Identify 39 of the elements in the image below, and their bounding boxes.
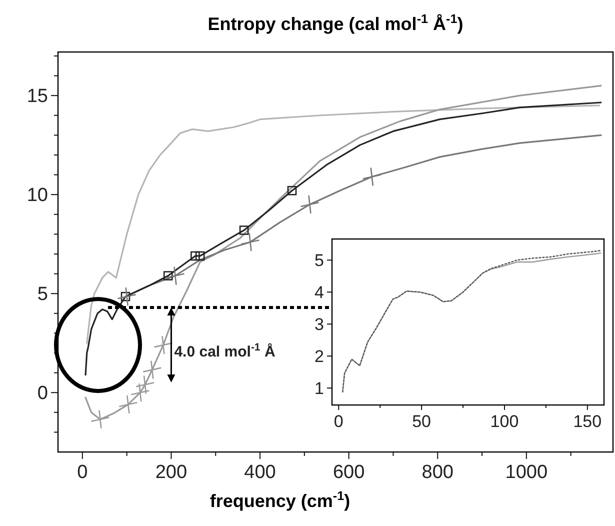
y-tick-label: 15	[26, 86, 48, 108]
point	[239, 226, 249, 235]
point	[135, 375, 155, 394]
x-tick-label: 0	[77, 462, 88, 483]
point	[120, 292, 130, 302]
y-tick-label: 5	[37, 284, 48, 306]
y-tick-label: 10	[26, 185, 48, 206]
point	[163, 271, 173, 280]
point	[300, 194, 320, 214]
y-tick-label: 2	[314, 347, 324, 366]
x-tick-label: 600	[332, 462, 365, 483]
point	[362, 167, 382, 186]
x-axis-title: frequency (cm$^{-1}$)	[210, 489, 350, 511]
x-tick-label: 150	[573, 412, 602, 431]
x-tick-label: 200	[155, 462, 188, 483]
point	[166, 266, 185, 286]
point	[142, 360, 162, 380]
point	[287, 186, 297, 196]
point	[154, 335, 173, 355]
point	[117, 286, 136, 306]
y-tick-label: 0	[37, 383, 48, 404]
point	[240, 232, 260, 252]
x-tick-label: 800	[422, 462, 454, 483]
x-tick-label: 50	[412, 412, 432, 431]
x-tick-label: 400	[244, 462, 276, 483]
x-tick-label: 0	[334, 412, 344, 431]
y-tick-label: 1	[314, 379, 324, 398]
point	[195, 251, 205, 261]
y-tick-label: 3	[314, 315, 324, 334]
x-tick-label: 100	[490, 412, 519, 431]
annotation: 4.0 cal mol$^{-1}$ Å	[174, 342, 276, 361]
chart-title: Entropy change (cal mol$^{-1}$ Å$^{-1}$)	[208, 12, 464, 34]
y-tick-label: 4	[314, 283, 324, 302]
point	[90, 410, 110, 429]
point	[190, 251, 200, 261]
point	[118, 394, 138, 414]
point	[130, 382, 150, 402]
x-tick-label: 1000	[505, 462, 548, 483]
y-tick-label: 5	[314, 251, 324, 270]
